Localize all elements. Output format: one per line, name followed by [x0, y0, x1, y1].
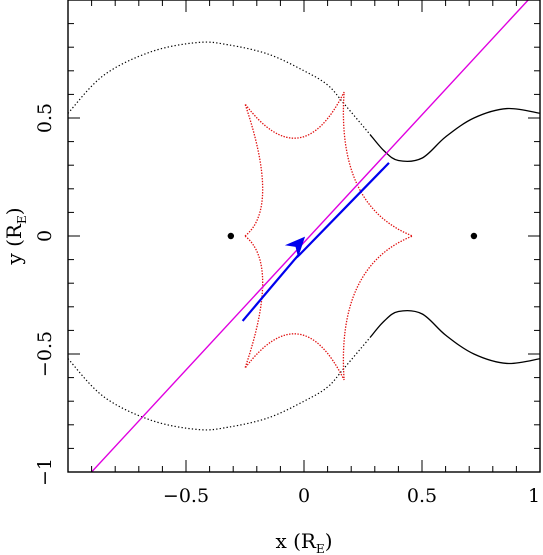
direction-arrow — [284, 236, 306, 258]
y-axis-label: y (RE) — [2, 207, 29, 265]
source-path-line — [241, 162, 390, 322]
critical-curve-upper-solid — [369, 107, 540, 162]
x-tick-label: −0.5 — [163, 485, 209, 507]
lens-point-1 — [227, 232, 235, 240]
y-tick-label: 0.5 — [34, 103, 56, 133]
y-axis-label-close: ) — [2, 207, 26, 215]
x-tick-label: 1 — [528, 485, 540, 507]
y-axis-label-subscript: E — [15, 215, 29, 224]
y-tick-label: −1 — [34, 458, 56, 486]
y-axis-label-main: y (R — [2, 223, 26, 265]
plot-area — [68, 0, 540, 472]
y-tick-label: −0.5 — [34, 331, 56, 377]
x-axis-label: x (RE) — [275, 529, 332, 555]
x-axis-label-subscript: E — [316, 542, 325, 555]
x-axis-label-main: x (R — [275, 529, 316, 553]
critical-curve-lower-solid — [369, 310, 540, 365]
caustic-curve — [243, 91, 415, 381]
x-axis-label-close: ) — [325, 529, 333, 553]
y-tick-label: 0 — [34, 230, 56, 242]
x-tick-label: 0 — [298, 485, 310, 507]
critical-curve-outer-dotted-lower — [68, 337, 371, 431]
x-tick-label: 0.5 — [407, 485, 437, 507]
critical-curve-outer-dotted — [68, 41, 371, 135]
plot-frame — [67, 0, 541, 473]
lens-point-2 — [470, 232, 478, 240]
axis-ticks: −0.5 0 0.5 1 −1 −0.5 0 0.5 — [34, 0, 541, 507]
source-trajectory-line — [91, 0, 529, 472]
